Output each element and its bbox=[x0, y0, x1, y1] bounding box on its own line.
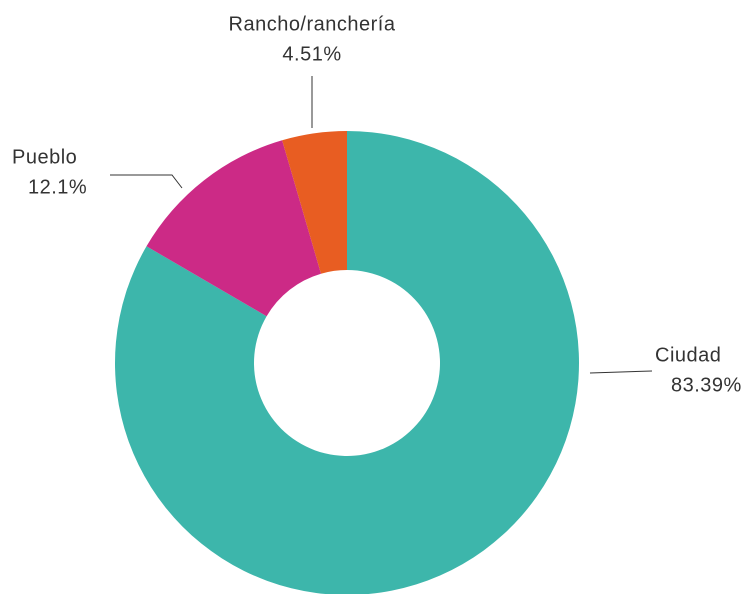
slice-value: 12.1% bbox=[28, 176, 87, 198]
leader-line bbox=[110, 174, 183, 189]
donut-slice bbox=[115, 131, 579, 594]
leader-line bbox=[589, 370, 653, 374]
donut-slice bbox=[282, 131, 347, 274]
slice-value: 4.51% bbox=[282, 43, 341, 65]
slice-label: Rancho/ranchería bbox=[229, 13, 396, 35]
donut-slice bbox=[146, 140, 321, 317]
slice-value: 83.39% bbox=[671, 374, 742, 396]
slice-label: Pueblo bbox=[12, 146, 77, 168]
slice-label: Ciudad bbox=[655, 344, 721, 366]
